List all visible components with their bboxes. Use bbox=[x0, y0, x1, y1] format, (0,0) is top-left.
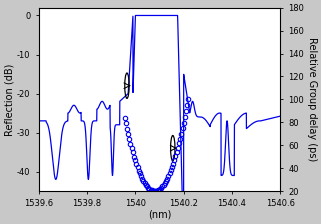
Y-axis label: Relative Group delay (ps): Relative Group delay (ps) bbox=[307, 37, 317, 162]
X-axis label: (nm): (nm) bbox=[148, 210, 171, 220]
Y-axis label: Reflection (dB): Reflection (dB) bbox=[4, 63, 14, 136]
